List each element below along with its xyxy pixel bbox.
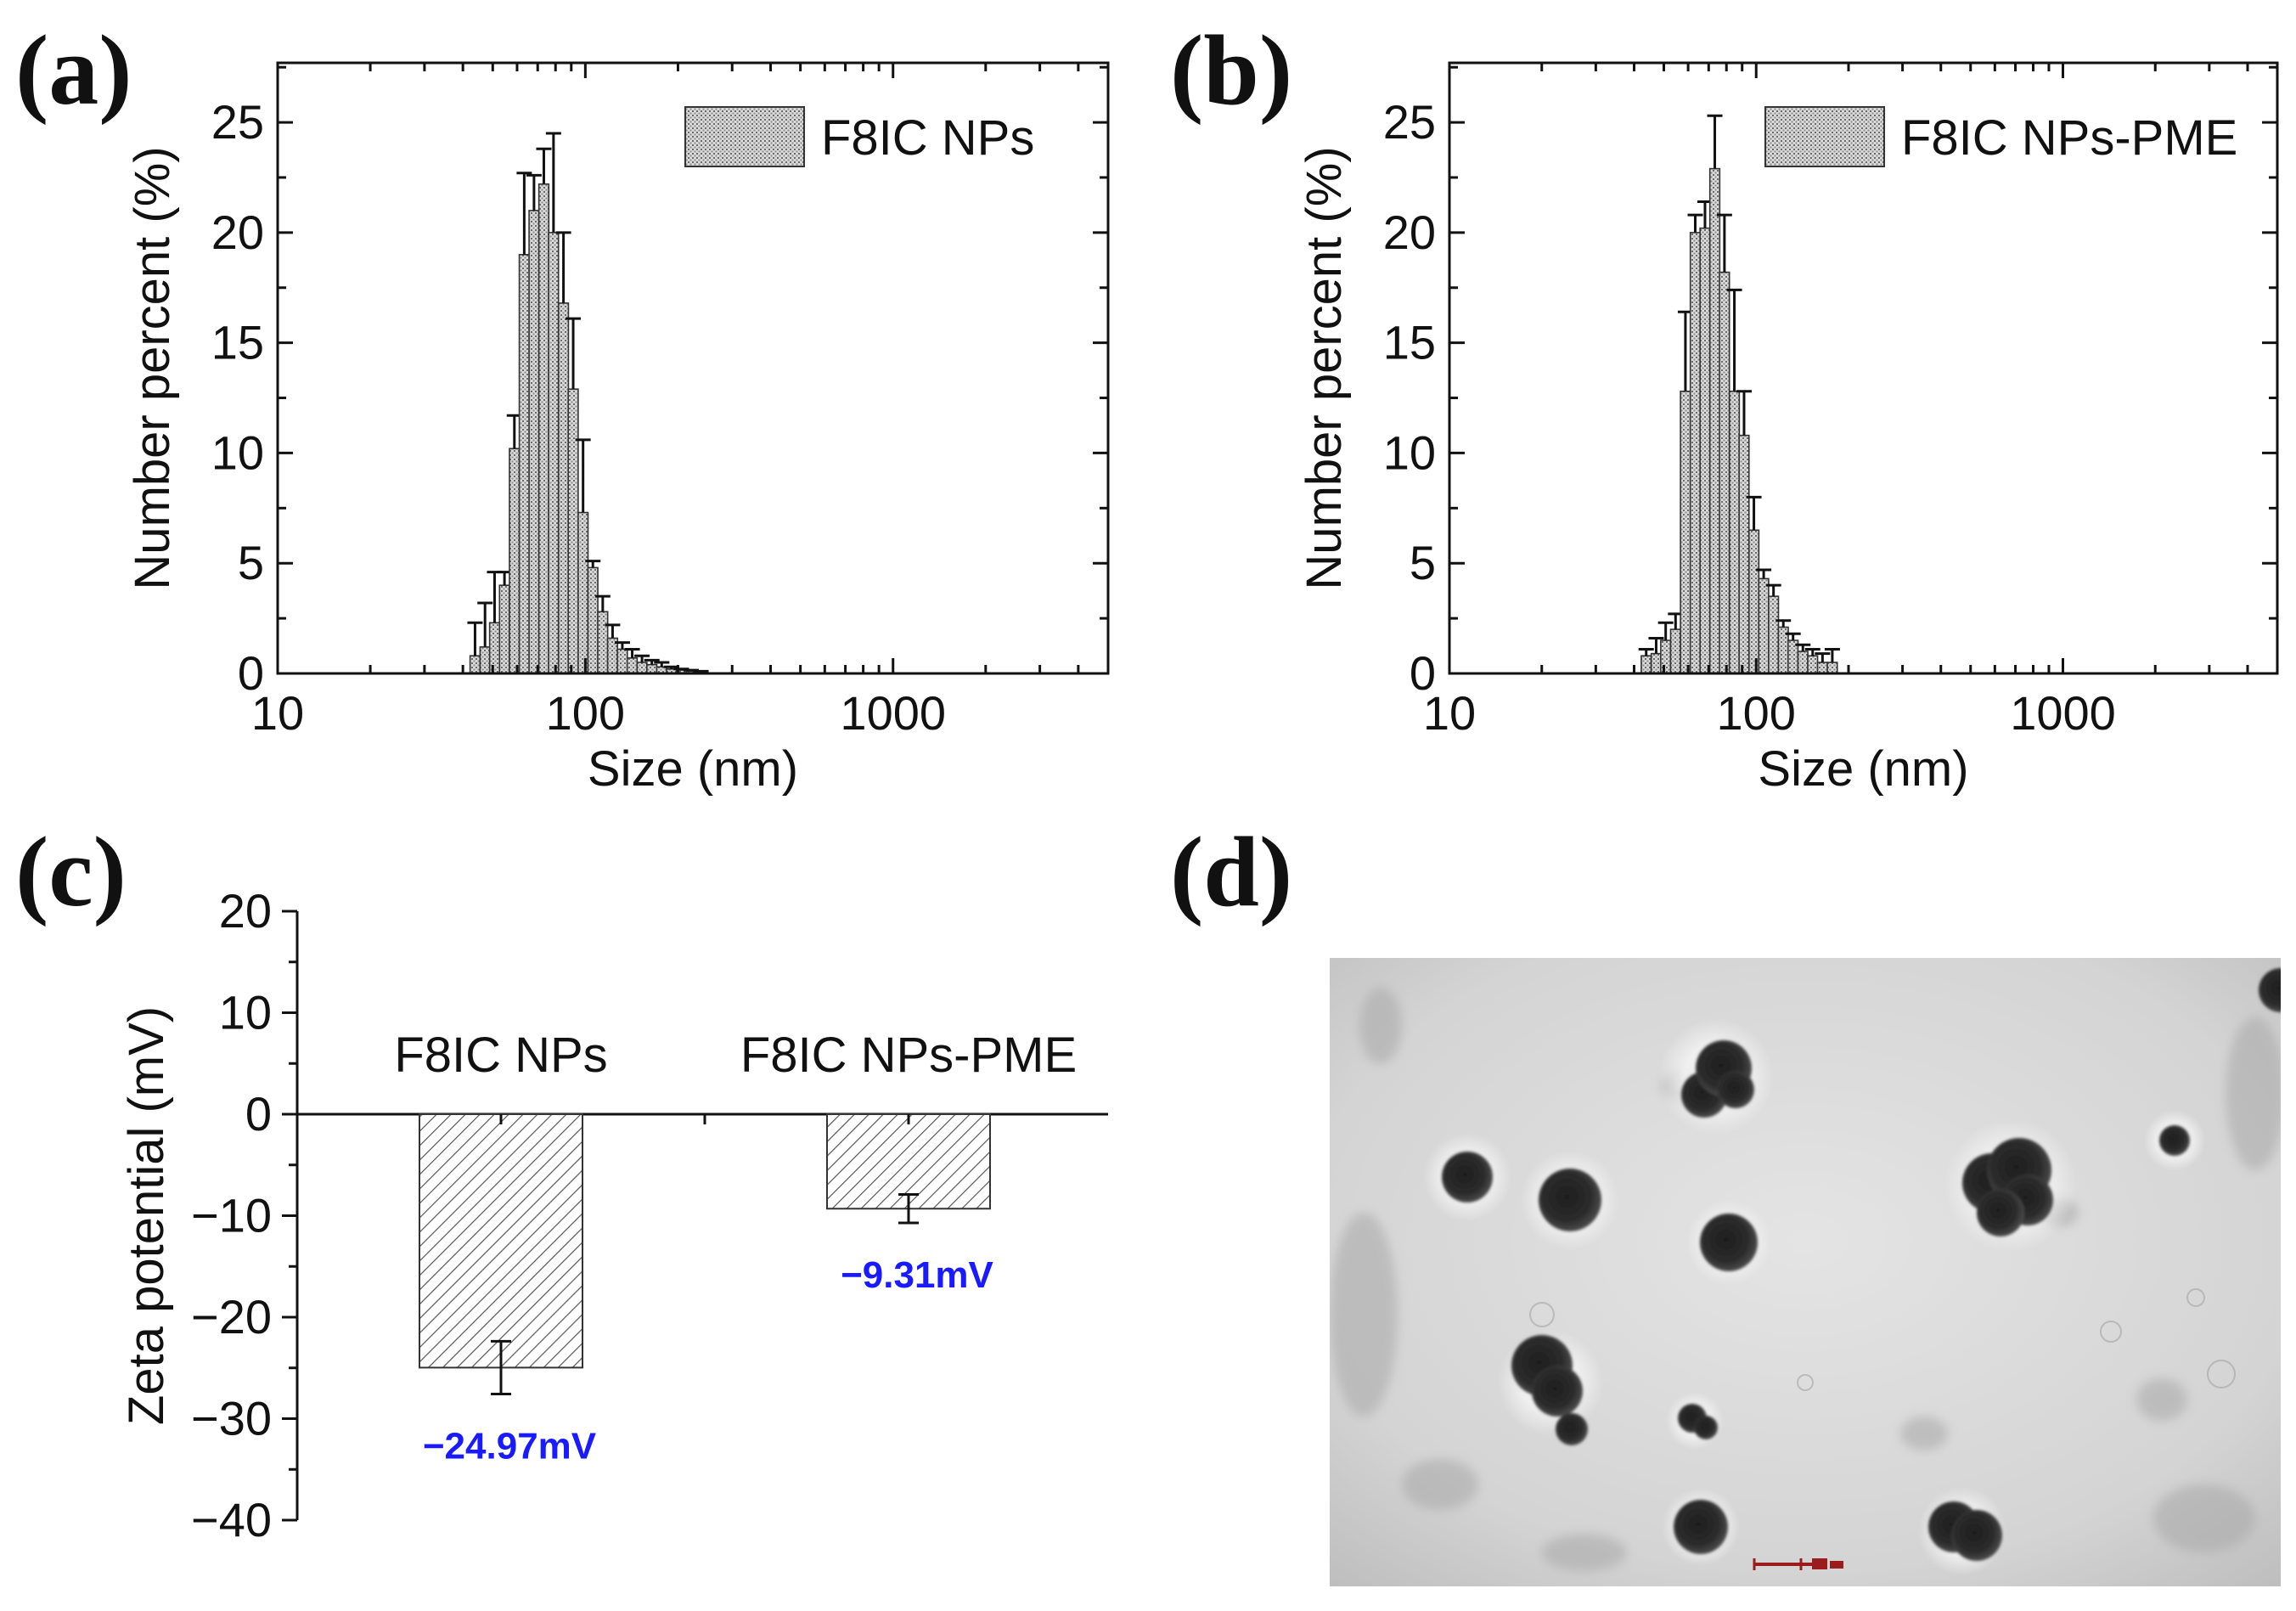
- histogram-bar: [1719, 271, 1730, 674]
- histogram-bar: [469, 655, 481, 674]
- y-tick-label: 15: [1383, 316, 1436, 369]
- y-tick-label: 15: [211, 316, 264, 369]
- y-tick-label: 5: [1410, 536, 1436, 589]
- category-label: F8IC NPs-PME: [740, 1028, 1077, 1083]
- legend-swatch: [684, 106, 805, 167]
- histogram-bar: [1650, 652, 1663, 674]
- x-tick-label: 1000: [840, 686, 946, 740]
- histogram-bar: [1680, 390, 1691, 674]
- x-tick-label: 10: [1423, 686, 1476, 740]
- y-tick-label: 20: [1383, 206, 1436, 259]
- y-tick-label: 10: [211, 425, 264, 479]
- panel-letter-c: (c): [15, 816, 127, 927]
- y-tick-label: 25: [1383, 95, 1436, 149]
- histogram-bar: [557, 302, 570, 674]
- histogram-bar: [626, 657, 639, 674]
- y-tick-label: −20: [191, 1290, 272, 1343]
- histogram-bar: [1689, 232, 1702, 674]
- y-axis-title: Number percent (%): [1297, 146, 1352, 589]
- x-tick-label: 100: [546, 686, 625, 740]
- panel-letter-b: (b): [1170, 14, 1293, 126]
- y-tick-label: 10: [219, 986, 272, 1039]
- histogram-bar: [1738, 434, 1750, 674]
- scale-bar: [1753, 1558, 1843, 1570]
- y-tick-label: −40: [191, 1493, 272, 1546]
- legend-label: F8IC NPs: [821, 110, 1034, 166]
- x-axis-title: Size (nm): [588, 741, 798, 797]
- legend-label: F8IC NPs-PME: [1901, 110, 2237, 166]
- histogram-bar: [597, 611, 609, 674]
- histogram-bar: [537, 183, 550, 674]
- legend-swatch: [1764, 106, 1885, 167]
- histogram-bar: [1747, 529, 1760, 674]
- size-distribution-chart-b: 10 100 1000 0 5 10 15 20 25 Size (nm) Number perce…: [1297, 61, 2279, 797]
- y-tick-label: 5: [238, 536, 264, 589]
- x-tick-label: 100: [1717, 686, 1796, 740]
- histogram-bar: [1758, 577, 1770, 674]
- plot-frame: [276, 61, 1110, 675]
- histogram-bar: [616, 648, 628, 674]
- histogram-bar: [1816, 662, 1828, 674]
- histogram-bar: [1768, 595, 1780, 674]
- histogram-bar: [1660, 639, 1672, 674]
- histogram-bar: [1797, 651, 1809, 674]
- zeta-bar: [419, 1113, 583, 1369]
- histogram-bar: [1807, 655, 1819, 674]
- zeta-bar: [826, 1113, 991, 1210]
- histogram-bar: [509, 448, 521, 674]
- histogram-bar: [1640, 655, 1652, 674]
- x-axis-title: Size (nm): [1758, 741, 1968, 797]
- x-tick-label: 10: [251, 686, 304, 740]
- histogram-bar: [479, 646, 491, 674]
- category-label: F8IC NPs: [394, 1028, 607, 1083]
- x-tick-label: 1000: [2010, 686, 2116, 740]
- histogram-bar: [1708, 167, 1721, 674]
- histogram-bar: [636, 662, 648, 674]
- y-tick-label: −10: [191, 1189, 272, 1242]
- histogram-bar: [488, 622, 501, 674]
- histogram-bar: [567, 388, 579, 674]
- tem-micrograph: [1330, 958, 2281, 1586]
- y-axis-title: Number percent (%): [125, 146, 180, 589]
- histogram-bar: [587, 566, 599, 674]
- y-tick-label: 20: [211, 206, 264, 259]
- zeta-value-annotation: −9.31mV: [841, 1254, 993, 1296]
- y-tick-label: 0: [245, 1087, 272, 1141]
- histogram-bar: [548, 232, 560, 674]
- size-distribution-chart-a: 10 100 1000 0 5 10 15 20 25 Size (nm) Number perce…: [125, 61, 1110, 797]
- y-tick-label: 0: [1410, 646, 1436, 700]
- y-tick-label: −30: [191, 1392, 272, 1445]
- histogram-bar: [528, 210, 540, 674]
- histogram-bar: [1699, 227, 1711, 674]
- zeta-value-annotation: −24.97mV: [423, 1425, 597, 1467]
- histogram-bar: [518, 254, 531, 674]
- histogram-bar: [1826, 662, 1838, 674]
- y-tick-label: 20: [219, 884, 272, 938]
- y-tick-label: 25: [211, 95, 264, 149]
- y-tick-label: 10: [1383, 425, 1436, 479]
- panel-letter-a: (a): [15, 14, 132, 126]
- histogram-bar: [498, 584, 510, 674]
- y-axis-title: Zeta potential (mV): [119, 1006, 174, 1425]
- histogram-bar: [1669, 628, 1681, 674]
- plot-frame: [1448, 61, 2279, 675]
- histogram-bar: [1728, 390, 1741, 674]
- panel-letter-d: (d): [1170, 816, 1293, 927]
- histogram-bar: [577, 511, 589, 674]
- zeta-potential-chart: −40 −30 −20 −10 0 10 20 Zeta potential (mV) F8IC…: [119, 884, 1108, 1546]
- histogram-bar: [646, 663, 658, 674]
- y-tick-label: 0: [238, 646, 264, 700]
